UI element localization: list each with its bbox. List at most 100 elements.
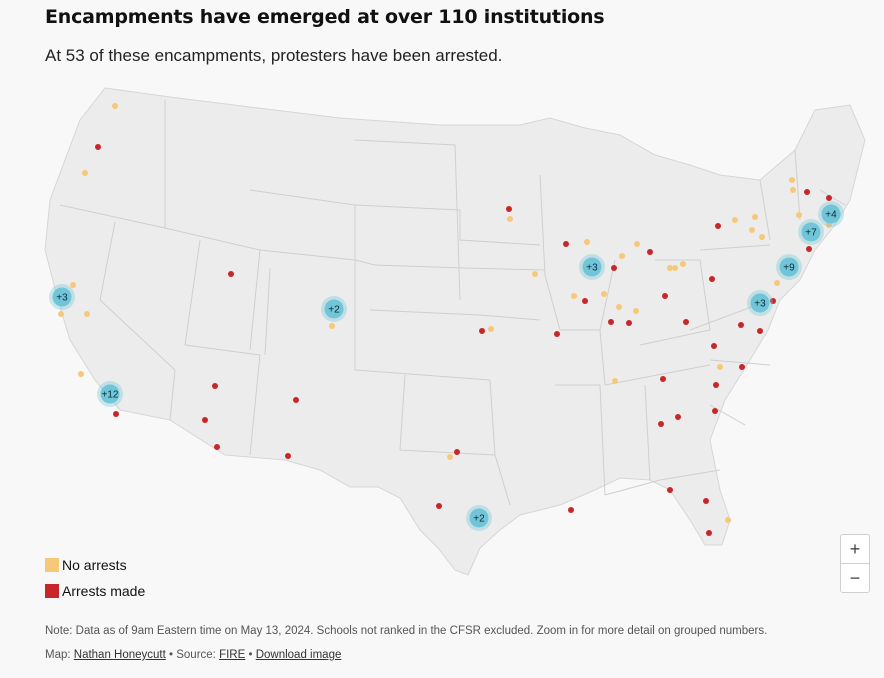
arrests-made-dot[interactable] — [683, 319, 689, 325]
cluster-marker[interactable]: +9 — [776, 254, 802, 280]
arrests-made-dot[interactable] — [658, 421, 664, 427]
arrests-made-dot[interactable] — [647, 249, 653, 255]
arrests-made-dot[interactable] — [826, 195, 832, 201]
no-arrests-dot[interactable] — [826, 222, 832, 228]
arrests-made-dot[interactable] — [804, 189, 810, 195]
cluster-circle — [821, 204, 841, 224]
arrests-made-dot[interactable] — [626, 320, 632, 326]
cluster-marker[interactable]: +3 — [49, 284, 75, 310]
arrests-made-dot[interactable] — [568, 507, 574, 513]
no-arrests-dot[interactable] — [329, 323, 335, 329]
cluster-marker[interactable]: +7 — [798, 219, 824, 245]
cluster-marker[interactable]: +2 — [321, 296, 347, 322]
arrests-made-dot[interactable] — [285, 453, 291, 459]
no-arrests-dot[interactable] — [717, 364, 723, 370]
no-arrests-dot[interactable] — [447, 454, 453, 460]
encampment-clusters[interactable]: +3 +12 +2 +2 +3 +3 +9 +7 +4 — [49, 201, 844, 531]
arrests-made-dot[interactable] — [738, 322, 744, 328]
no-arrests-dot[interactable] — [82, 170, 88, 176]
zoom-in-button[interactable]: + — [841, 535, 869, 564]
map-credits: Map: Nathan Honeycutt • Source: FIRE • D… — [45, 649, 341, 661]
arrests-made-dot[interactable] — [113, 411, 119, 417]
no-arrests-dot[interactable] — [58, 311, 64, 317]
us-map[interactable]: +3 +12 +2 +2 +3 +3 +9 +7 +4 — [0, 0, 884, 620]
no-arrests-dot[interactable] — [612, 378, 618, 384]
cluster-count-label: +12 — [102, 390, 119, 401]
download-image-link[interactable]: Download image — [255, 649, 342, 661]
no-arrests-dot[interactable] — [532, 271, 538, 277]
no-arrests-dot[interactable] — [601, 291, 607, 297]
arrests-made-dot[interactable] — [563, 241, 569, 247]
no-arrests-dot[interactable] — [732, 217, 738, 223]
state-borders — [59, 100, 846, 506]
no-arrests-dot[interactable] — [70, 282, 76, 288]
no-arrests-dot[interactable] — [488, 326, 494, 332]
cluster-marker[interactable]: +2 — [466, 505, 492, 531]
arrests-made-dot[interactable] — [662, 293, 668, 299]
arrests-made-dot[interactable] — [554, 331, 560, 337]
cluster-circle — [750, 293, 770, 313]
cluster-count-label: +2 — [328, 305, 340, 316]
arrests-made-dot[interactable] — [703, 498, 709, 504]
arrests-made-dot[interactable] — [228, 271, 234, 277]
arrests-made-dot[interactable] — [806, 246, 812, 252]
no-arrests-dot[interactable] — [667, 265, 673, 271]
credits-separator: • — [245, 649, 256, 661]
arrests-made-dot[interactable] — [712, 408, 718, 414]
arrests-made-dot[interactable] — [706, 530, 712, 536]
no-arrests-dot[interactable] — [619, 253, 625, 259]
map-note: Note: Data as of 9am Eastern time on May… — [45, 625, 768, 637]
no-arrests-dot[interactable] — [584, 239, 590, 245]
no-arrests-dot[interactable] — [507, 216, 513, 222]
arrests-made-dot[interactable] — [479, 328, 485, 334]
author-link[interactable]: Nathan Honeycutt — [73, 649, 166, 661]
arrests-made-dot[interactable] — [582, 298, 588, 304]
no-arrests-dot[interactable] — [633, 308, 639, 314]
arrests-made-dot[interactable] — [506, 206, 512, 212]
arrests-made-dot[interactable] — [715, 223, 721, 229]
no-arrests-dot[interactable] — [571, 293, 577, 299]
no-arrests-dot[interactable] — [759, 234, 765, 240]
no-arrests-dot[interactable] — [752, 214, 758, 220]
arrests-made-dot[interactable] — [608, 319, 614, 325]
arrests-made-dot[interactable] — [711, 343, 717, 349]
no-arrests-dot[interactable] — [634, 241, 640, 247]
source-link[interactable]: FIRE — [219, 649, 246, 661]
arrests-made-dot[interactable] — [611, 265, 617, 271]
no-arrests-dot[interactable] — [796, 212, 802, 218]
arrests-made-dot[interactable] — [214, 444, 220, 450]
source-prefix: • Source: — [165, 649, 220, 661]
no-arrests-dot[interactable] — [725, 517, 731, 523]
no-arrests-dot[interactable] — [78, 371, 84, 377]
arrests-made-dot[interactable] — [293, 397, 299, 403]
arrests-made-dot[interactable] — [709, 276, 715, 282]
no-arrests-dot[interactable] — [112, 103, 118, 109]
arrests-made-dot[interactable] — [202, 417, 208, 423]
arrests-made-dot[interactable] — [212, 383, 218, 389]
no-arrests-dot[interactable] — [680, 261, 686, 267]
arrests-made-dot[interactable] — [757, 328, 763, 334]
arrests-made-dot[interactable] — [454, 449, 460, 455]
arrests-made-dot[interactable] — [667, 487, 673, 493]
cluster-marker[interactable]: +3 — [747, 290, 773, 316]
page-title: Encampments have emerged at over 110 ins… — [45, 6, 605, 28]
no-arrests-dot[interactable] — [616, 304, 622, 310]
arrests-made-dot[interactable] — [436, 503, 442, 509]
cluster-marker[interactable]: +4 — [818, 201, 844, 227]
no-arrests-dot[interactable] — [789, 177, 795, 183]
cluster-marker[interactable]: +12 — [97, 381, 123, 407]
no-arrests-dot[interactable] — [749, 227, 755, 233]
cluster-circle — [801, 222, 821, 242]
arrests-made-dot[interactable] — [739, 364, 745, 370]
arrests-made-dot[interactable] — [675, 414, 681, 420]
no-arrests-dot[interactable] — [774, 280, 780, 286]
arrests-made-dot[interactable] — [660, 376, 666, 382]
no-arrests-dot[interactable] — [84, 311, 90, 317]
cluster-marker[interactable]: +3 — [579, 254, 605, 280]
no-arrests-dot[interactable] — [672, 265, 678, 271]
no-arrests-dot[interactable] — [790, 187, 796, 193]
arrests-made-dot[interactable] — [95, 144, 101, 150]
zoom-out-button[interactable]: − — [849, 567, 861, 588]
arrests-made-dot[interactable] — [770, 298, 776, 304]
arrests-made-dot[interactable] — [713, 382, 719, 388]
